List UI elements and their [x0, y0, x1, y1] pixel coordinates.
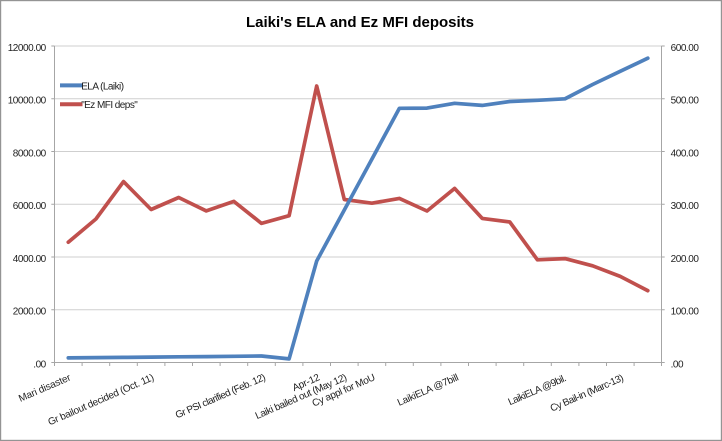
- svg-text:10000.00: 10000.00: [8, 96, 47, 107]
- svg-text:4000.00: 4000.00: [13, 254, 47, 265]
- svg-text:6000.00: 6000.00: [13, 201, 47, 212]
- svg-text:.00: .00: [671, 359, 684, 370]
- svg-text:300.00: 300.00: [671, 201, 700, 212]
- svg-text:Laiki's ELA and Ez MFI deposit: Laiki's ELA and Ez MFI deposits: [246, 14, 474, 31]
- svg-text:12000.00: 12000.00: [8, 43, 47, 54]
- svg-text:100.00: 100.00: [671, 307, 700, 318]
- svg-text:600.00: 600.00: [671, 43, 700, 54]
- svg-text:8000.00: 8000.00: [13, 148, 47, 159]
- svg-text:ELA (Laiki): ELA (Laiki): [81, 81, 124, 92]
- svg-text:500.00: 500.00: [671, 96, 700, 107]
- svg-text:.00: .00: [33, 359, 46, 370]
- svg-text:400.00: 400.00: [671, 148, 700, 159]
- svg-text:2000.00: 2000.00: [13, 307, 47, 318]
- svg-text:200.00: 200.00: [671, 254, 700, 265]
- svg-text:"Ez MFI deps": "Ez MFI deps": [81, 100, 138, 111]
